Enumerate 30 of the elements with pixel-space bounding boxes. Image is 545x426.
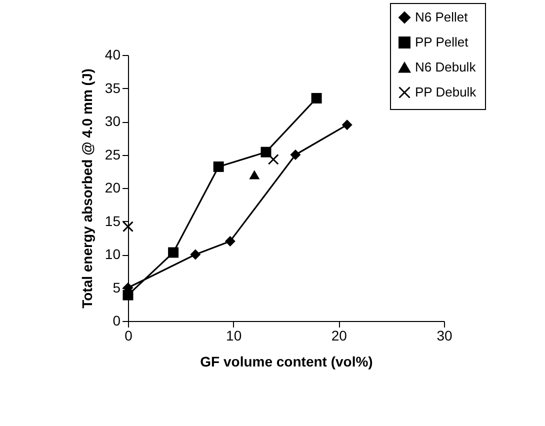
legend-label: N6 Debulk bbox=[415, 60, 476, 74]
point bbox=[122, 221, 134, 232]
y-tick-label: 35 bbox=[104, 80, 121, 96]
legend-label: PP Debulk bbox=[415, 84, 477, 100]
point bbox=[168, 247, 179, 258]
y-tick-label: 25 bbox=[104, 146, 121, 162]
y-tick-label: 40 bbox=[104, 46, 121, 62]
point bbox=[249, 170, 260, 180]
point bbox=[213, 161, 224, 172]
point bbox=[260, 146, 272, 158]
y-tick-label: 20 bbox=[104, 180, 121, 196]
x-tick-label: 20 bbox=[331, 328, 348, 344]
point bbox=[268, 154, 279, 165]
x-tick-label: 30 bbox=[436, 328, 452, 344]
point bbox=[224, 236, 236, 246]
point bbox=[290, 150, 301, 160]
x-tick-label: 10 bbox=[226, 328, 242, 344]
point bbox=[311, 92, 322, 104]
x-axis-title: GF volume content (vol%) bbox=[200, 354, 373, 370]
y-tick-label: 15 bbox=[104, 212, 121, 229]
y-axis-title: Total energy absorbed @ 4.0 mm (J) bbox=[78, 68, 95, 308]
legend-label: N6 Pellet bbox=[415, 10, 468, 24]
point bbox=[190, 249, 201, 260]
y-tick-label: 5 bbox=[112, 279, 121, 296]
legend-label: PP Pellet bbox=[415, 34, 469, 50]
x-tick-label: 0 bbox=[124, 328, 133, 344]
y-tick-label: 10 bbox=[104, 246, 121, 262]
y-tick-label: 30 bbox=[104, 113, 121, 129]
y-tick-label: 0 bbox=[112, 312, 121, 328]
point bbox=[342, 120, 352, 130]
